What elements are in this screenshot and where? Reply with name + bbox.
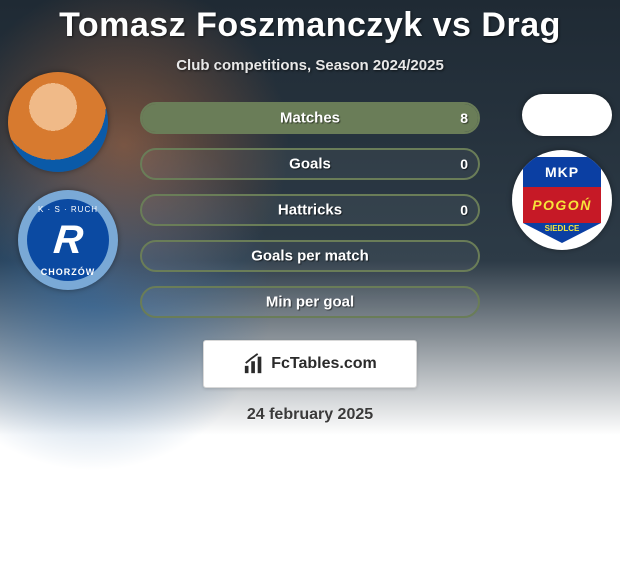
chart-icon (243, 353, 265, 375)
pogon-top: MKP (523, 157, 601, 187)
stat-value-right: 0 (460, 156, 468, 172)
stat-bar: Goals per match (140, 240, 480, 272)
left-club-text-top: K · S · RUCH (38, 205, 98, 214)
stat-value-right: 0 (460, 202, 468, 218)
comparison-section: K · S · RUCH R CHORZÓW MKP POGOŃ SIEDLCE… (0, 102, 620, 318)
left-club-text-bottom: CHORZÓW (41, 267, 96, 277)
right-player-avatar (522, 94, 612, 136)
pogon-bot: SIEDLCE (523, 223, 601, 243)
stat-bar: Min per goal (140, 286, 480, 318)
right-club-badge: MKP POGOŃ SIEDLCE (512, 150, 612, 250)
pogon-badge: MKP POGOŃ SIEDLCE (523, 157, 601, 243)
stat-label: Min per goal (266, 294, 354, 311)
stat-bar: Hattricks 0 (140, 194, 480, 226)
ruch-r-icon: R (51, 218, 85, 263)
stat-bar: Matches 8 (140, 102, 480, 134)
ruch-badge: K · S · RUCH R CHORZÓW (27, 199, 109, 281)
pogon-top-text: MKP (545, 164, 579, 180)
subtitle: Club competitions, Season 2024/2025 (176, 57, 444, 74)
pogon-mid-text: POGOŃ (532, 197, 592, 213)
brand-box: FcTables.com (203, 340, 417, 388)
stat-label: Goals per match (251, 248, 369, 265)
stat-label: Goals (289, 156, 331, 173)
stat-bar: Goals 0 (140, 148, 480, 180)
pogon-bot-text: SIEDLCE (545, 224, 580, 233)
content-wrapper: Tomasz Foszmanczyk vs Drag Club competit… (0, 0, 620, 580)
stat-label: Matches (280, 110, 340, 127)
stat-label: Hattricks (278, 202, 342, 219)
date: 24 february 2025 (247, 406, 373, 424)
pogon-mid: POGOŃ (523, 187, 601, 223)
stat-value-right: 8 (460, 110, 468, 126)
brand-text: FcTables.com (271, 355, 377, 373)
page-title: Tomasz Foszmanczyk vs Drag (59, 6, 561, 45)
left-player-avatar (8, 72, 108, 172)
stat-bars: Matches 8 Goals 0 Hattricks 0 Goals per match M… (140, 102, 480, 318)
left-club-badge: K · S · RUCH R CHORZÓW (18, 190, 118, 290)
